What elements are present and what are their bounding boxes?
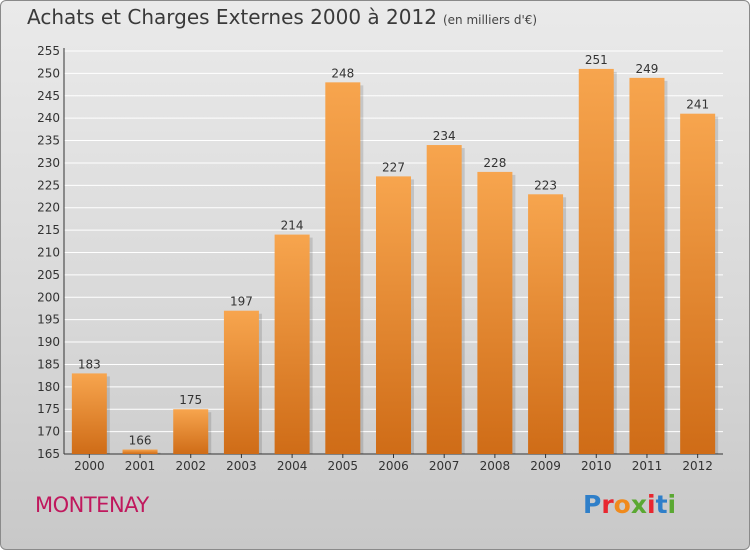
x-tick-label: 2005 — [328, 459, 359, 473]
data-label: 248 — [331, 66, 354, 80]
bar — [223, 310, 259, 454]
x-tick-label: 2006 — [378, 459, 409, 473]
data-label: 166 — [129, 434, 152, 448]
chart-title: Achats et Charges Externes 2000 à 2012 (e… — [27, 5, 537, 29]
commune-name: MONTENAY — [35, 493, 149, 517]
y-tick-label: 210 — [37, 246, 60, 260]
y-tick-label: 225 — [37, 178, 60, 192]
x-tick-label: 2008 — [480, 459, 511, 473]
y-tick-label: 170 — [37, 425, 60, 439]
bar — [629, 77, 665, 454]
chart-subtitle: (en milliers d'€) — [442, 13, 538, 27]
bar — [122, 449, 158, 454]
bar — [528, 194, 564, 455]
bar — [325, 82, 361, 454]
data-label: 251 — [585, 53, 608, 67]
data-label: 234 — [433, 129, 456, 143]
y-tick-label: 180 — [37, 380, 60, 394]
data-label: 175 — [179, 393, 202, 407]
y-tick-label: 245 — [37, 89, 60, 103]
y-tick-label: 240 — [37, 111, 60, 125]
bar — [274, 234, 310, 454]
chart-title-text: Achats et Charges Externes 2000 à 2012 — [27, 5, 437, 29]
x-tick-label: 2007 — [429, 459, 460, 473]
y-tick-label: 200 — [37, 290, 60, 304]
x-tick-label: 2003 — [226, 459, 257, 473]
y-tick-label: 195 — [37, 313, 60, 327]
x-tick-label: 2010 — [581, 459, 612, 473]
y-tick-label: 165 — [37, 447, 60, 461]
y-tick-label: 205 — [37, 268, 60, 282]
data-label: 197 — [230, 295, 253, 309]
bar — [578, 68, 614, 455]
x-tick-label: 2009 — [530, 459, 561, 473]
data-label: 214 — [281, 219, 304, 233]
bar — [426, 145, 462, 455]
y-tick-label: 230 — [37, 156, 60, 170]
data-label: 223 — [534, 178, 557, 192]
y-tick-label: 235 — [37, 134, 60, 148]
x-tick-label: 2004 — [277, 459, 308, 473]
bar — [376, 176, 411, 454]
y-tick-label: 175 — [37, 402, 60, 416]
x-tick-label: 2000 — [74, 459, 105, 473]
data-label: 183 — [78, 357, 101, 371]
x-tick-label: 2001 — [125, 459, 156, 473]
x-tick-label: 2012 — [682, 459, 713, 473]
data-label: 241 — [686, 98, 709, 112]
data-label: 228 — [483, 156, 506, 170]
y-tick-label: 190 — [37, 335, 60, 349]
bar — [173, 409, 209, 454]
y-tick-label: 215 — [37, 223, 60, 237]
proxiti-logo: Proxiti — [583, 490, 677, 519]
y-tick-label: 185 — [37, 357, 60, 371]
x-tick-label: 2002 — [175, 459, 206, 473]
bar — [680, 113, 716, 454]
bar — [71, 373, 107, 454]
y-tick-label: 220 — [37, 201, 60, 215]
y-tick-label: 255 — [37, 44, 60, 58]
bar — [477, 171, 513, 454]
x-tick-label: 2011 — [632, 459, 663, 473]
y-tick-label: 250 — [37, 66, 60, 80]
data-label: 249 — [636, 62, 659, 76]
data-label: 227 — [382, 160, 405, 174]
